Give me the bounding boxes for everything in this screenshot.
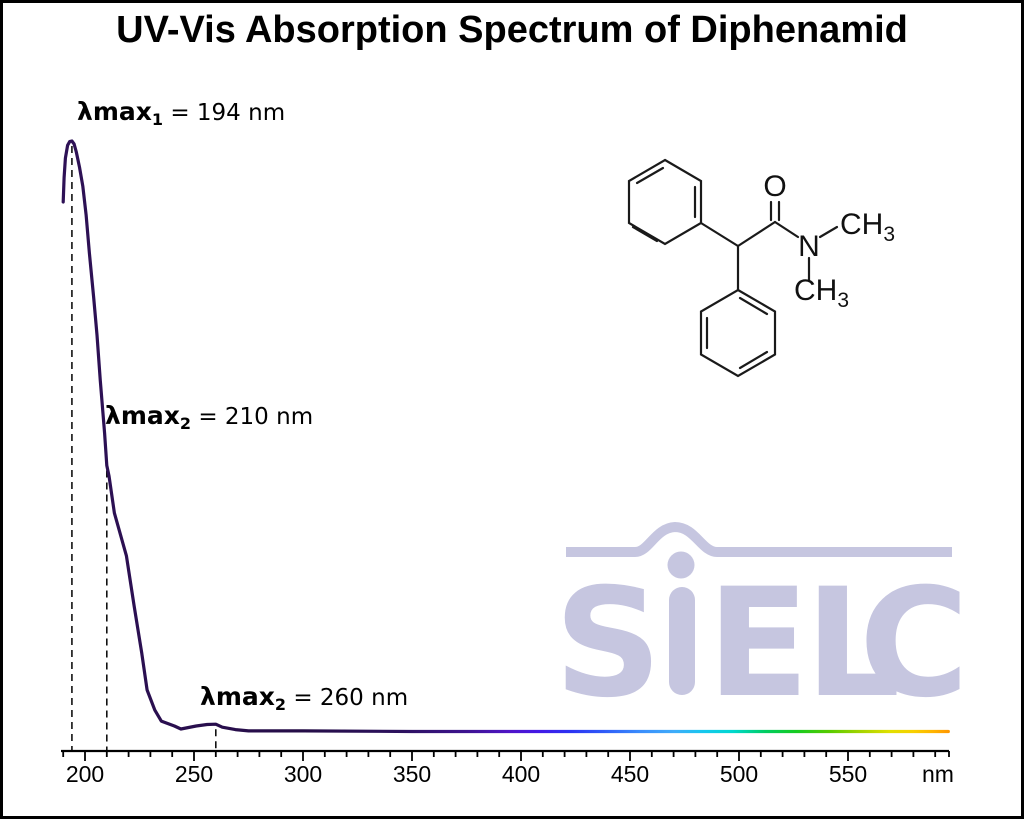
- atom-label-nitrogen: N: [798, 230, 820, 263]
- peak-label-210nm: λmax2 = 210 nm: [105, 401, 313, 433]
- lambda-max-text: λmax: [105, 401, 180, 430]
- phenyl-ring-2: [699, 288, 777, 378]
- bond-ch-carbonyl: [736, 220, 777, 248]
- peak-label-194nm: λmax1 = 194 nm: [77, 97, 285, 129]
- bond-ring1-ch: [699, 221, 740, 248]
- watermark-letter-s: S: [554, 557, 662, 731]
- axis-tick-label: 200: [66, 761, 104, 787]
- methyl-group-lower: CH3: [794, 274, 849, 312]
- x-axis: 200 250 300 350 400 450 500 550 nm: [61, 749, 954, 787]
- ring2-double-bond: [738, 296, 769, 316]
- lambda-max-subscript: 2: [274, 695, 287, 714]
- axis-unit-label: nm: [922, 761, 954, 787]
- lambda-max-text: λmax: [200, 682, 275, 711]
- bond-carbonyl-n: [773, 220, 800, 239]
- axis-tick-label: 350: [393, 761, 431, 787]
- peak-value-text: = 194 nm: [163, 100, 286, 126]
- peak-value-text: = 210 nm: [191, 404, 314, 430]
- watermark-i-stem: [669, 587, 695, 695]
- axis-tick-label: 300: [284, 761, 322, 787]
- figure-title: UV-Vis Absorption Spectrum of Diphenamid: [116, 9, 908, 51]
- watermark-chromatogram-line: [566, 521, 952, 557]
- peak-marker-lines: [71, 146, 217, 750]
- watermark-letter-c: C: [859, 557, 969, 731]
- axis-tick-label: 400: [502, 761, 540, 787]
- watermark-letter-e: E: [707, 557, 809, 731]
- peak-value-text: = 260 nm: [286, 685, 409, 711]
- spectrum-chart: 200 250 300 350 400 450 500 550 nm: [61, 139, 954, 787]
- lambda-max-text: λmax: [77, 97, 152, 126]
- axis-tick-label: 550: [829, 761, 867, 787]
- axis-tick-label: 250: [175, 761, 213, 787]
- atom-label-oxygen: O: [763, 170, 786, 203]
- watermark-letter-l: L: [805, 557, 901, 731]
- sielc-watermark: S E L C: [554, 521, 969, 731]
- axis-tick-label: 450: [611, 761, 649, 787]
- peak-label-260nm: λmax2 = 260 nm: [200, 682, 408, 714]
- absorption-curve: [61, 139, 950, 734]
- molecule-structure: O N CH3 CH3: [627, 158, 895, 378]
- bond-n-methyl-upper: [818, 225, 839, 239]
- methyl-group-upper: CH3: [840, 208, 895, 246]
- watermark-i-dot: [667, 551, 695, 579]
- axis-tick-label: 500: [720, 761, 758, 787]
- ring2-double-bond: [738, 350, 769, 370]
- phenyl-ring-1: [627, 158, 703, 246]
- ring1-double-bond: [635, 166, 665, 185]
- lambda-max-subscript: 2: [179, 414, 192, 433]
- lambda-max-subscript: 1: [151, 110, 164, 129]
- ring1-double-bond: [631, 225, 659, 243]
